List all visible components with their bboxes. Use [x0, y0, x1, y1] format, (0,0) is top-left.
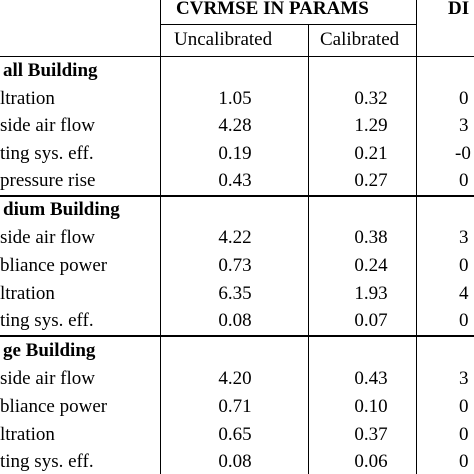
row-label: ltration — [0, 283, 55, 304]
column-rule-3 — [416, 0, 417, 474]
section-rule-3 — [0, 335, 474, 337]
cut-value: 0 — [459, 424, 469, 445]
uncalibrated-value: 0.71 — [218, 396, 252, 417]
calibrated-value: 0.06 — [354, 451, 388, 472]
calibrated-value: 0.21 — [354, 143, 388, 164]
column-rule-2 — [308, 25, 309, 474]
cut-value: 0 — [459, 451, 469, 472]
calibrated-value: 1.93 — [354, 283, 388, 304]
calibrated-value: 0.27 — [354, 170, 388, 191]
cut-value: 3 — [459, 115, 469, 136]
section-title: ge Building — [3, 340, 96, 361]
cut-value: 0 — [459, 396, 469, 417]
calibrated-value: 0.24 — [354, 255, 388, 276]
uncalibrated-value: 4.20 — [218, 368, 252, 389]
uncalibrated-value: 0.73 — [218, 255, 252, 276]
calibrated-value: 0.37 — [354, 424, 388, 445]
calibrated-value: 0.10 — [354, 396, 388, 417]
uncalibrated-value: 1.05 — [218, 88, 252, 109]
row-label: ting sys. eff. — [0, 451, 94, 472]
uncalibrated-value: 0.43 — [218, 170, 252, 191]
cut-value: -0 — [455, 143, 471, 164]
section-title: all Building — [3, 60, 98, 81]
column-header-calibrated: Calibrated — [320, 29, 400, 50]
row-label: side air flow — [0, 368, 95, 389]
uncalibrated-value: 6.35 — [218, 283, 252, 304]
cut-value: 0 — [459, 170, 469, 191]
column-rule-1 — [160, 0, 161, 474]
cut-value: 0 — [459, 255, 469, 276]
cut-value: 3 — [459, 368, 469, 389]
uncalibrated-value: 4.22 — [218, 227, 252, 248]
row-label: side air flow — [0, 115, 95, 136]
row-label: bliance power — [0, 396, 108, 417]
uncalibrated-value: 0.08 — [218, 451, 252, 472]
uncalibrated-value: 0.08 — [218, 310, 252, 331]
row-label: ting sys. eff. — [0, 143, 94, 164]
calibrated-value: 0.07 — [354, 310, 388, 331]
cut-value: 3 — [459, 227, 469, 248]
row-label: pressure rise — [0, 170, 96, 191]
calibrated-value: 0.32 — [354, 88, 388, 109]
cut-value: 0 — [459, 88, 469, 109]
uncalibrated-value: 0.19 — [218, 143, 252, 164]
row-label: ltration — [0, 424, 55, 445]
cut-value: 4 — [459, 283, 469, 304]
uncalibrated-value: 4.28 — [218, 115, 252, 136]
section-rule-2 — [0, 195, 474, 197]
group-header: CVRMSE IN PARAMS — [176, 0, 369, 19]
row-label: bliance power — [0, 255, 108, 276]
row-label: ltration — [0, 88, 55, 109]
header-divider — [160, 24, 416, 25]
calibrated-value: 0.43 — [354, 368, 388, 389]
uncalibrated-value: 0.65 — [218, 424, 252, 445]
calibrated-value: 1.29 — [354, 115, 388, 136]
calibrated-value: 0.38 — [354, 227, 388, 248]
row-label: side air flow — [0, 227, 95, 248]
row-label: ting sys. eff. — [0, 310, 94, 331]
column-header-uncalibrated: Uncalibrated — [174, 29, 273, 50]
section-title: dium Building — [3, 199, 120, 220]
column-header-cut: DI — [448, 0, 470, 19]
header-bottom-rule — [0, 56, 474, 57]
cut-value: 0 — [459, 310, 469, 331]
